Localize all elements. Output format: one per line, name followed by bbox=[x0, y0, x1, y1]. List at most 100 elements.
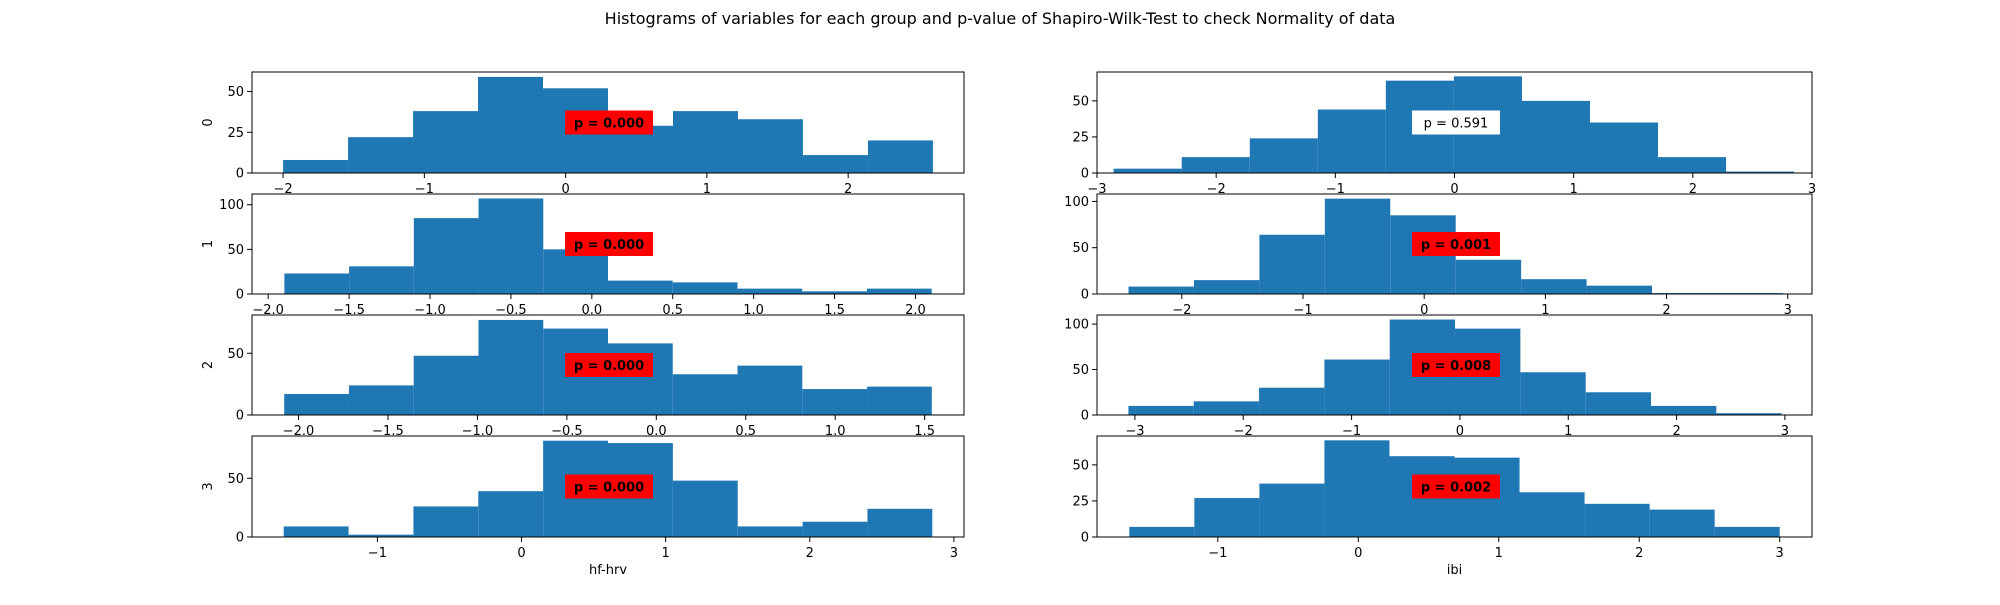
panel-1-0-bar-1 bbox=[349, 266, 414, 294]
row-label-3: 3 bbox=[201, 482, 216, 490]
panel-2-0-xtick-label-4: 0.0 bbox=[646, 424, 667, 439]
panel-2-0-bar-8 bbox=[802, 389, 868, 415]
panel-3-1-bar-9 bbox=[1714, 526, 1780, 537]
panel-2-1-bar-3 bbox=[1324, 359, 1390, 415]
panel-2-1-xtick-label-4: 1 bbox=[1564, 424, 1572, 439]
panel-3-1-bar-8 bbox=[1649, 509, 1715, 537]
panel-3-1-bar-2 bbox=[1259, 483, 1325, 537]
panel-3-1-pvalue-box bbox=[1412, 474, 1500, 499]
panel-3-1-xtick-label-0: −1 bbox=[1208, 546, 1227, 561]
panel-1-1-xtick-label-1: −1 bbox=[1293, 303, 1312, 318]
panel-0-0-bar-0 bbox=[283, 159, 349, 173]
panel-1-0-xtick-label-8: 2.0 bbox=[905, 303, 926, 318]
panel-0-1-bar-7 bbox=[1589, 122, 1659, 173]
panel-1-1-xtick-label-3: 1 bbox=[1541, 303, 1549, 318]
panel-1-0-xtick-label-7: 1.5 bbox=[824, 303, 845, 318]
panel-1-1-xtick-label-5: 3 bbox=[1784, 303, 1792, 318]
panel-1-0-pvalue-box bbox=[565, 232, 653, 256]
panel-0-0: −2 −1 0 1 2 0 25 50 p = 0.000 0 bbox=[201, 71, 965, 197]
panel-0-0-bar-7 bbox=[737, 119, 803, 173]
panel-3-1-bar-0 bbox=[1129, 526, 1195, 537]
panel-2-0-xtick-label-2: −1.0 bbox=[462, 424, 494, 439]
panel-0-0-xtick-label-2: 0 bbox=[561, 182, 569, 197]
panel-2-0-xtick-label-3: −0.5 bbox=[551, 424, 583, 439]
panel-0-0-bar-9 bbox=[867, 140, 933, 173]
panel-1-1-bar-5 bbox=[1455, 259, 1522, 294]
panel-1-0-xtick-label-3: −0.5 bbox=[495, 303, 527, 318]
panel-0-1-xtick-label-2: −1 bbox=[1326, 182, 1345, 197]
panel-3-1-xtick-label-1: 0 bbox=[1354, 546, 1362, 561]
panel-1-1-bar-6 bbox=[1521, 279, 1587, 294]
panel-0-1-xtick-label-5: 2 bbox=[1689, 182, 1697, 197]
panel-1-0-bar-9 bbox=[866, 288, 932, 294]
panel-1-0-frame bbox=[251, 193, 965, 295]
panel-2-0-xtick-label-7: 1.5 bbox=[914, 424, 935, 439]
panel-3-0-pvalue-box bbox=[565, 474, 653, 499]
panel-3-1-bar-6 bbox=[1519, 492, 1585, 537]
panel-0-1-bar-3 bbox=[1317, 109, 1386, 173]
panel-2-0-pvalue-box bbox=[565, 353, 653, 377]
panel-0-0-xtick-label-3: 1 bbox=[703, 182, 711, 197]
panel-3-0-bar-2 bbox=[413, 506, 479, 537]
panel-1-1-ytick-label-0: 0 bbox=[1081, 288, 1089, 303]
panel-1-1-bar-1 bbox=[1193, 280, 1260, 294]
panel-3-1-bar-3 bbox=[1324, 440, 1390, 537]
panel-3-1-ytick-label-0: 0 bbox=[1081, 531, 1089, 546]
panel-2-1-bar-1 bbox=[1193, 401, 1260, 415]
panel-2-1-xtick-label-6: 3 bbox=[1781, 424, 1789, 439]
panel-0-1-xtick-label-1: −2 bbox=[1207, 182, 1226, 197]
panel-0-0-xtick-label-0: −2 bbox=[273, 182, 292, 197]
panel-2-0-pvalue-text: p = 0.000 bbox=[574, 359, 644, 374]
panel-2-1-bar-6 bbox=[1520, 372, 1586, 415]
panel-2-1-xtick-label-1: −2 bbox=[1234, 424, 1253, 439]
panel-0-0-ytick-label-2: 50 bbox=[227, 85, 244, 100]
panel-1-0-xtick-label-4: 0.0 bbox=[581, 303, 602, 318]
row-label-1: 1 bbox=[201, 240, 216, 248]
figure-title: Histograms of variables for each group a… bbox=[605, 9, 1396, 28]
panel-1-0-ytick-label-0: 0 bbox=[236, 288, 244, 303]
panel-2-0-bar-2 bbox=[413, 355, 479, 415]
panel-3-0-pvalue-text: p = 0.000 bbox=[574, 481, 644, 496]
panel-1-1-ytick-label-1: 50 bbox=[1072, 241, 1089, 256]
panel-3-0-bar-9 bbox=[867, 508, 933, 537]
panel-3-0-bar-8 bbox=[802, 521, 868, 537]
panel-0-0-bar-3 bbox=[478, 76, 544, 173]
panel-3-0-xtick-label-4: 3 bbox=[950, 546, 958, 561]
panel-0-1-ytick-label-2: 50 bbox=[1072, 94, 1089, 109]
panel-3-0-bar-0 bbox=[283, 526, 349, 537]
panel-2-0-bar-1 bbox=[348, 385, 414, 415]
panel-0-0-bar-6 bbox=[672, 111, 738, 173]
panel-0-0-xtick-label-4: 2 bbox=[844, 182, 852, 197]
panel-2-0-bar-0 bbox=[284, 394, 349, 415]
panel-0-1-bar-2 bbox=[1249, 138, 1318, 173]
panel-3-1-bar-7 bbox=[1584, 503, 1650, 537]
panel-2-0-frame bbox=[251, 314, 965, 416]
panel-0-0-xtick-label-1: −1 bbox=[415, 182, 434, 197]
panel-1-1-bar-7 bbox=[1586, 285, 1653, 294]
panel-3-0-xtick-label-1: 0 bbox=[517, 546, 525, 561]
panel-1-0-xtick-label-0: −2.0 bbox=[252, 303, 284, 318]
panel-2-1-pvalue-text: p = 0.008 bbox=[1421, 359, 1491, 374]
panel-1-0-bar-6 bbox=[672, 282, 738, 294]
row-label-0: 0 bbox=[201, 118, 216, 126]
panel-2-0-bar-9 bbox=[867, 386, 932, 415]
panel-3-1-bar-1 bbox=[1194, 498, 1260, 537]
panel-3-1-pvalue-text: p = 0.002 bbox=[1421, 481, 1491, 496]
panel-1-0-bar-8 bbox=[802, 291, 867, 294]
panel-3-1-xtick-label-4: 3 bbox=[1776, 546, 1784, 561]
panel-2-1-bar-2 bbox=[1259, 387, 1325, 415]
panel-3-0: −1 0 1 2 3 0 50 p = 0.000 3 hf-hrv bbox=[201, 435, 965, 578]
panel-0-0-frame bbox=[251, 71, 965, 174]
panel-3-1-ytick-label-2: 50 bbox=[1072, 458, 1089, 473]
panel-2-1-ytick-label-1: 50 bbox=[1072, 363, 1089, 378]
panel-2-1-bar-8 bbox=[1651, 405, 1717, 415]
panel-2-0-ytick-label-0: 0 bbox=[236, 409, 244, 424]
panel-1-0-bar-2 bbox=[413, 218, 479, 294]
panel-1-1-xtick-label-0: −2 bbox=[1172, 303, 1191, 318]
panel-2-0-bar-6 bbox=[672, 374, 738, 415]
panel-1-0-bar-0 bbox=[284, 273, 350, 294]
panel-0-1-xtick-label-4: 1 bbox=[1570, 182, 1578, 197]
panel-1-0-pvalue-text: p = 0.000 bbox=[574, 238, 644, 253]
panel-2-0-xtick-label-6: 1.0 bbox=[825, 424, 846, 439]
